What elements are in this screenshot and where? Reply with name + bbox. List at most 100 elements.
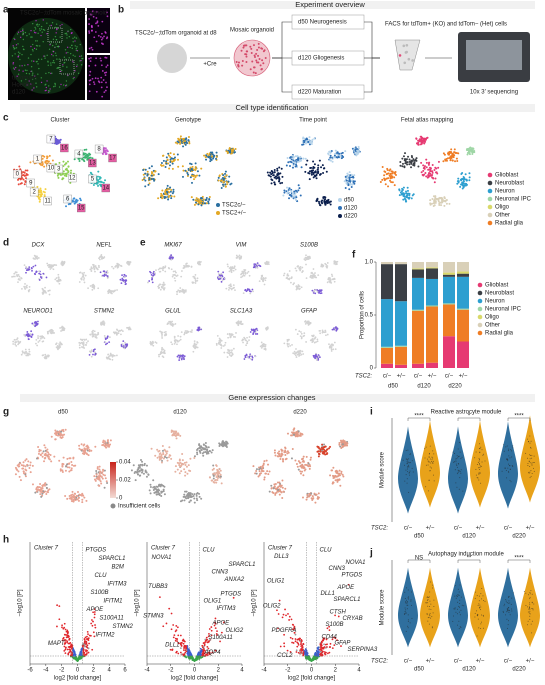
cell-point — [153, 491, 156, 494]
legend-swatch — [477, 322, 483, 328]
cell-point — [198, 495, 201, 498]
c-title: Fetal atlas mapping — [401, 118, 453, 124]
cell-point — [170, 258, 173, 261]
cell-point — [283, 189, 286, 192]
cell-point — [406, 186, 409, 189]
cell-point — [270, 182, 273, 185]
fluor-dot — [75, 37, 78, 39]
cell-point — [87, 454, 90, 457]
cell-point — [43, 457, 46, 460]
cell-point — [189, 162, 192, 165]
fluor-dot — [34, 26, 36, 29]
cell-point — [78, 447, 81, 450]
cell-point — [105, 480, 108, 483]
cell-point — [160, 461, 163, 464]
bar-segment — [457, 341, 469, 368]
cell-point — [59, 327, 61, 329]
cluster-label: 12 — [69, 176, 76, 182]
cell-point — [302, 353, 305, 355]
cell-point — [402, 155, 405, 158]
cell-point — [73, 202, 76, 205]
fluor-dot — [49, 90, 51, 92]
cell-point — [195, 497, 198, 500]
cell-point — [466, 153, 469, 156]
cell-point — [280, 491, 283, 494]
cell-point — [151, 340, 154, 343]
cell-point — [56, 142, 59, 145]
cell-point — [421, 137, 424, 140]
cell-point — [421, 140, 424, 143]
cell-point — [228, 354, 231, 356]
cell-point — [215, 464, 218, 467]
fluor-dot — [46, 33, 48, 35]
cell-point — [326, 266, 328, 269]
cell-point — [299, 287, 301, 290]
cell-point — [92, 183, 95, 186]
bar-segment — [395, 301, 407, 346]
cell-point — [249, 357, 252, 360]
cell-point — [256, 262, 259, 264]
mosaic-dot — [264, 57, 267, 60]
cell-point — [383, 170, 386, 173]
fluor-dot — [14, 53, 16, 55]
cell-point — [220, 272, 223, 275]
cell-point — [24, 180, 27, 183]
cell-point — [83, 496, 86, 499]
cell-point — [459, 185, 462, 188]
cell-point — [270, 484, 273, 487]
cell-point — [248, 339, 250, 342]
y-tick-label: 1.0 — [365, 260, 374, 266]
cell-point — [328, 278, 331, 281]
cell-point — [187, 139, 190, 142]
cell-point — [222, 345, 225, 347]
cell-point — [167, 152, 170, 155]
cell-point — [334, 479, 337, 482]
cell-point — [90, 270, 93, 272]
cell-point — [431, 198, 434, 201]
cell-point — [182, 463, 185, 466]
fluor-dot — [31, 60, 33, 62]
cell-point — [41, 164, 44, 167]
cell-point — [24, 348, 27, 351]
fluor-dot — [14, 66, 17, 69]
cell-point — [53, 455, 56, 458]
cell-point — [91, 267, 93, 270]
bar-segment — [381, 264, 393, 300]
panel-label: i — [370, 407, 373, 418]
inset-dot — [100, 86, 103, 89]
cell-point — [228, 270, 231, 273]
cell-point — [438, 203, 441, 206]
cell-point — [143, 177, 146, 180]
cell-point — [319, 173, 322, 176]
cell-point — [226, 442, 229, 445]
cell-point — [297, 350, 300, 353]
fluor-dot — [26, 84, 28, 86]
cell-point — [318, 356, 321, 359]
cell-point — [242, 274, 245, 277]
cell-point — [122, 278, 125, 281]
cell-point — [68, 470, 71, 473]
inset-dot — [89, 70, 92, 73]
cell-point — [179, 140, 182, 143]
cell-point — [282, 194, 285, 197]
cell-point — [92, 263, 94, 266]
fluor-dot — [38, 67, 40, 70]
cell-point — [331, 275, 334, 277]
cell-point — [338, 152, 341, 155]
cell-point — [333, 277, 336, 280]
cell-point — [79, 338, 82, 341]
cell-point — [141, 464, 144, 467]
cell-point — [98, 177, 101, 180]
cell-point — [17, 463, 20, 466]
cell-point — [42, 293, 44, 295]
cell-point — [194, 282, 197, 284]
fluor-dot — [58, 67, 60, 69]
cell-point — [40, 495, 43, 498]
cell-point — [31, 269, 33, 272]
cell-point — [31, 322, 34, 325]
cell-point — [347, 184, 350, 187]
cell-point — [426, 136, 429, 139]
cell-point — [94, 348, 96, 351]
cell-point — [290, 276, 293, 279]
cell-point — [55, 277, 58, 279]
